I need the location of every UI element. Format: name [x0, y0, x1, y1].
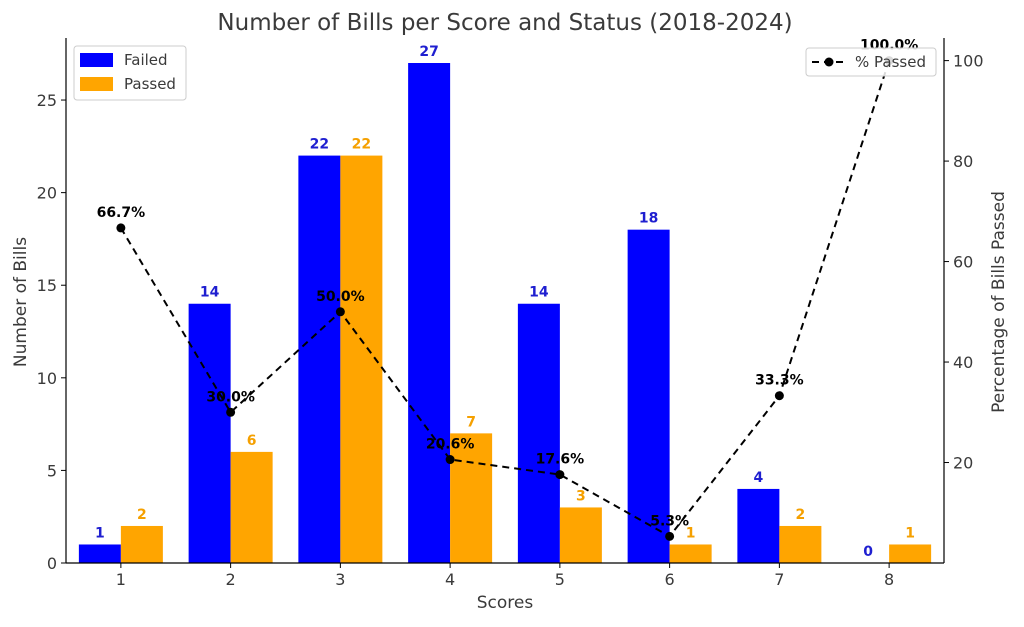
y-tick-label-20: 20: [37, 184, 57, 203]
x-tick-label-2: 2: [226, 570, 236, 589]
legend-line-marker: [824, 57, 834, 67]
bar-label-failed-6: 18: [639, 211, 658, 227]
y2-tick-label-80: 80: [953, 152, 973, 171]
bar-failed-6: [627, 229, 670, 563]
legend-label-percent-passed: % Passed: [855, 53, 926, 71]
percent-label-3: 50.0%: [316, 289, 365, 305]
percent-label-6: 5.3%: [650, 513, 689, 529]
legend-line: % Passed: [805, 47, 937, 77]
y2-tick-label-40: 40: [953, 353, 973, 372]
percent-point-5: [555, 470, 565, 480]
bar-label-passed-8: 1: [905, 525, 915, 541]
bar-label-passed-1: 2: [137, 507, 147, 523]
bar-passed-4: [450, 433, 493, 563]
y2-tick-label-100: 100: [953, 52, 984, 71]
percent-label-2: 30.0%: [206, 389, 255, 405]
legend-swatch-failed: [80, 53, 113, 67]
y-tick-label-10: 10: [37, 369, 57, 388]
x-tick-label-8: 8: [884, 570, 894, 589]
percent-passed-line: [120, 60, 891, 538]
bar-label-failed-1: 1: [95, 525, 105, 541]
y-axis-label: Number of Bills: [11, 237, 31, 367]
bars-layer: [78, 63, 932, 563]
bar-label-passed-6: 1: [686, 525, 696, 541]
bar-passed-7: [779, 525, 822, 563]
y2-tick-label-20: 20: [953, 454, 973, 473]
legend-label-failed: Failed: [124, 51, 168, 69]
bar-label-failed-7: 4: [754, 470, 764, 486]
bar-passed-8: [889, 544, 932, 563]
bar-failed-1: [78, 544, 121, 563]
bar-label-failed-2: 14: [200, 285, 220, 301]
percent-point-1: [116, 223, 126, 233]
x-tick-label-1: 1: [116, 570, 126, 589]
percent-label-4: 20.6%: [426, 437, 475, 453]
bar-label-failed-4: 27: [419, 44, 438, 60]
y-tick-label-5: 5: [47, 461, 57, 480]
bar-label-passed-7: 2: [796, 507, 806, 523]
y2-tick-label-60: 60: [953, 253, 973, 272]
x-tick-label-4: 4: [445, 570, 455, 589]
bar-passed-1: [120, 525, 163, 563]
bar-label-passed-2: 6: [247, 433, 257, 449]
bar-passed-6: [669, 544, 712, 563]
x-tick-label-6: 6: [665, 570, 675, 589]
percent-point-2: [226, 407, 236, 417]
x-tick-label-7: 7: [774, 570, 784, 589]
bar-label-passed-5: 3: [576, 488, 586, 504]
bar-label-passed-3: 22: [352, 137, 371, 153]
bar-passed-2: [230, 451, 273, 563]
bar-label-failed-3: 22: [310, 137, 329, 153]
percent-point-7: [774, 391, 784, 401]
x-tick-label-3: 3: [335, 570, 345, 589]
legend-label-passed: Passed: [124, 75, 176, 93]
bar-failed-2: [188, 303, 231, 563]
y2-axis-label: Percentage of Bills Passed: [989, 191, 1009, 413]
y-tick-label-25: 25: [37, 91, 57, 110]
legend-line-box: [805, 47, 937, 77]
percent-label-5: 17.6%: [536, 452, 585, 468]
percent-point-3: [335, 307, 345, 317]
bar-passed-5: [559, 507, 602, 563]
x-axis-label: Scores: [477, 593, 534, 613]
legend-bars: Failed Passed: [73, 45, 187, 101]
percent-label-1: 66.7%: [97, 205, 146, 221]
percent-point-6: [665, 531, 675, 541]
percent-point-4: [445, 455, 455, 465]
bar-label-failed-8: 0: [863, 544, 873, 560]
chart-title: Number of Bills per Score and Status (20…: [217, 10, 792, 36]
x-tick-label-5: 5: [555, 570, 565, 589]
bar-failed-4: [408, 63, 451, 563]
bar-failed-5: [517, 303, 560, 563]
percent-label-7: 33.3%: [755, 373, 804, 389]
bar-label-failed-5: 14: [529, 285, 549, 301]
legend-swatch-passed: [80, 77, 113, 91]
bar-failed-3: [298, 155, 341, 563]
y-tick-label-15: 15: [37, 276, 57, 295]
bar-failed-7: [737, 488, 780, 563]
bar-label-passed-4: 7: [466, 414, 476, 430]
y-tick-label-0: 0: [47, 554, 57, 573]
